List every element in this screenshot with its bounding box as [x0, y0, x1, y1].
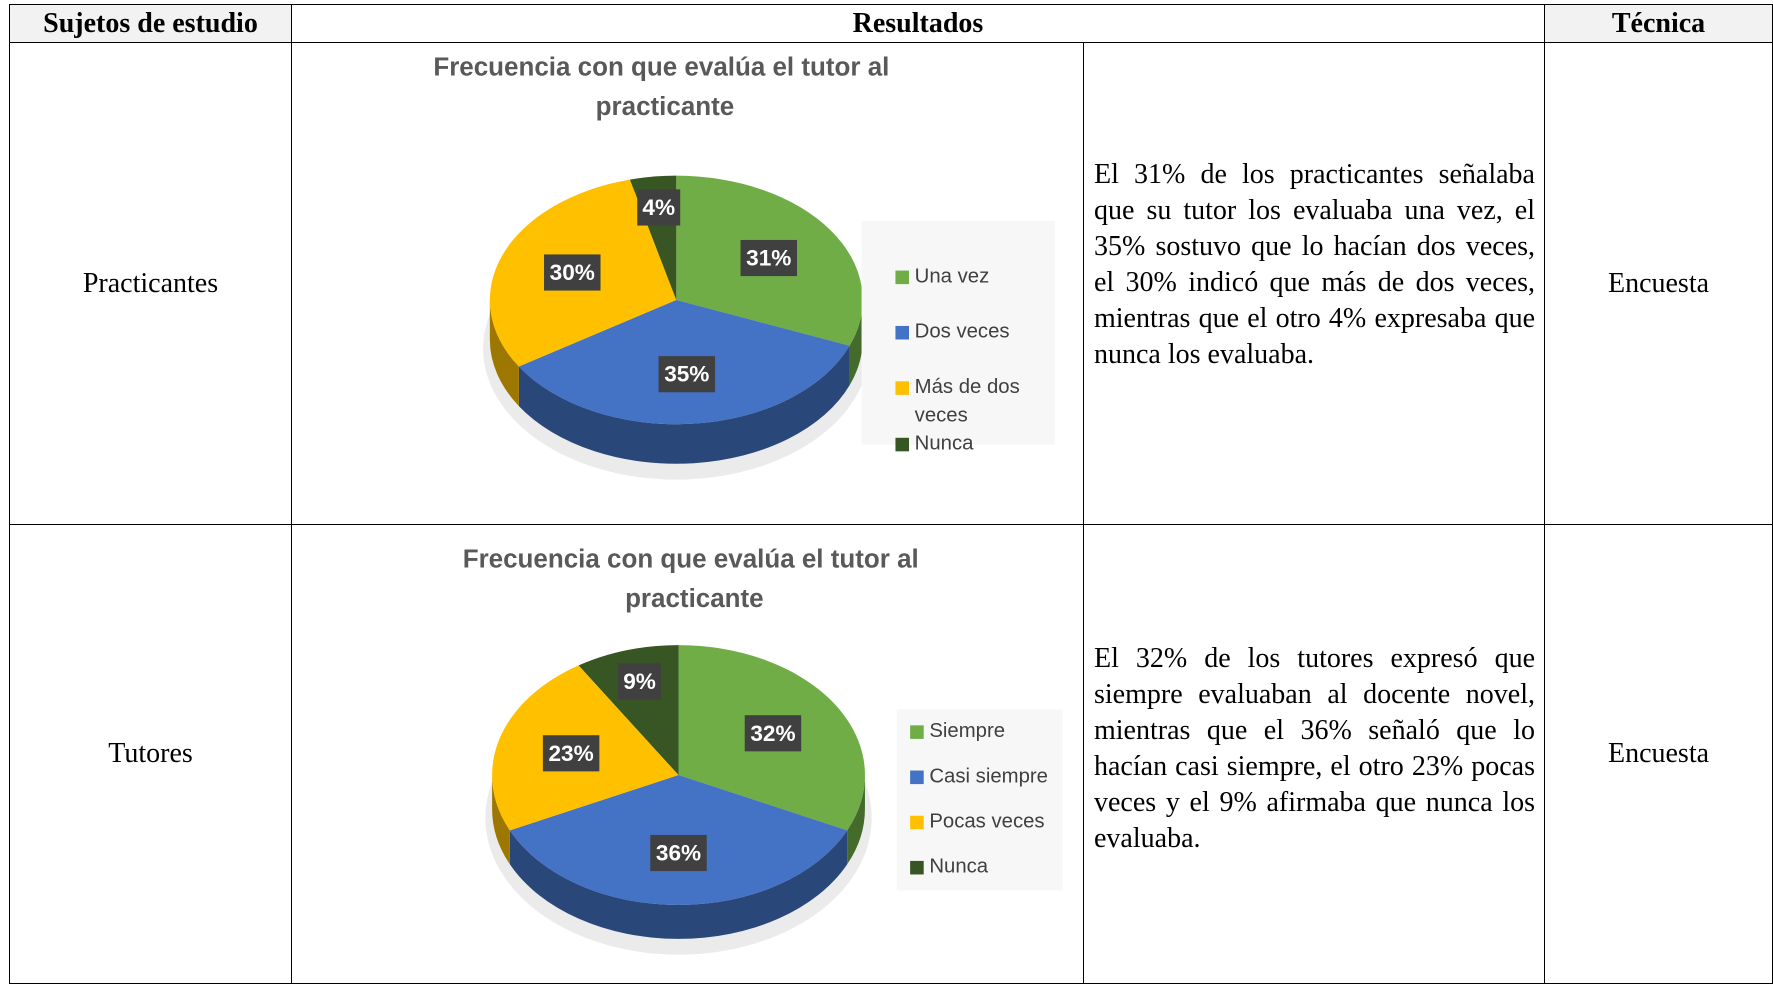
legend-label: Dos veces [915, 321, 1010, 343]
pie-side [489, 299, 519, 407]
legend-box [896, 709, 1063, 891]
technique-cell: Encuesta [1544, 42, 1773, 525]
data-label: 35% [664, 362, 709, 387]
data-label: 9% [623, 669, 656, 694]
chart-title: Frecuencia con que evalúa el tutor al pr… [433, 51, 896, 121]
header-cell: Sujetos de estudio [9, 4, 292, 43]
data-label-box [637, 189, 681, 226]
data-label-box [650, 834, 707, 872]
data-label-box [744, 715, 802, 752]
data-label: 30% [550, 260, 595, 285]
legend-label: Más de dos veces [915, 376, 1026, 426]
data-label: 36% [656, 841, 701, 866]
legend-swatch [910, 815, 924, 830]
header-cell: Técnica [1544, 4, 1773, 43]
paragraph: El 31% de los practicantes señalaba que … [1094, 159, 1535, 370]
data-label-box [740, 239, 798, 277]
technique-cell: Encuesta [1544, 524, 1773, 984]
legend-label: Nunca [929, 856, 988, 878]
legend-swatch [895, 325, 910, 340]
pie-chart: Frecuencia con que evalúa el tutor al pr… [433, 51, 1055, 480]
subject-cell: Tutores [9, 524, 292, 984]
data-label: 32% [750, 721, 795, 746]
legend-label: Pocas veces [929, 811, 1044, 833]
legend-label: Nunca [915, 433, 974, 455]
data-label: 23% [549, 741, 594, 766]
subject-cell: Practicantes [9, 42, 292, 525]
data-label: 31% [746, 246, 791, 271]
legend-swatch [895, 437, 910, 452]
header-cell: Resultados [291, 4, 1545, 43]
legend-swatch [895, 270, 910, 285]
pie-side [509, 830, 848, 939]
data-label-box [658, 356, 716, 393]
legend-swatch [910, 770, 924, 785]
data-label-box [542, 735, 600, 772]
legend-swatch [895, 381, 910, 395]
chart-title: Frecuencia con que evalúa el tutor al pr… [463, 543, 926, 613]
legend-swatch [910, 860, 924, 875]
data-label: 4% [642, 195, 675, 220]
legend-label: Siempre [929, 720, 1005, 742]
pie-side [849, 299, 863, 386]
legend-label: Casi siempre [929, 766, 1048, 788]
pie-side [847, 775, 865, 865]
legend-label: Una vez [915, 266, 990, 288]
paragraph: El 32% de los tutores expresó que siempr… [1094, 643, 1535, 854]
pie-chart: Frecuencia con que evalúa el tutor al pr… [463, 543, 1063, 955]
data-label-box [618, 663, 661, 700]
legend-box [861, 220, 1055, 445]
pie-side [518, 345, 850, 464]
data-label-box [544, 254, 601, 291]
pie-side [492, 775, 510, 865]
legend-swatch [910, 725, 924, 739]
